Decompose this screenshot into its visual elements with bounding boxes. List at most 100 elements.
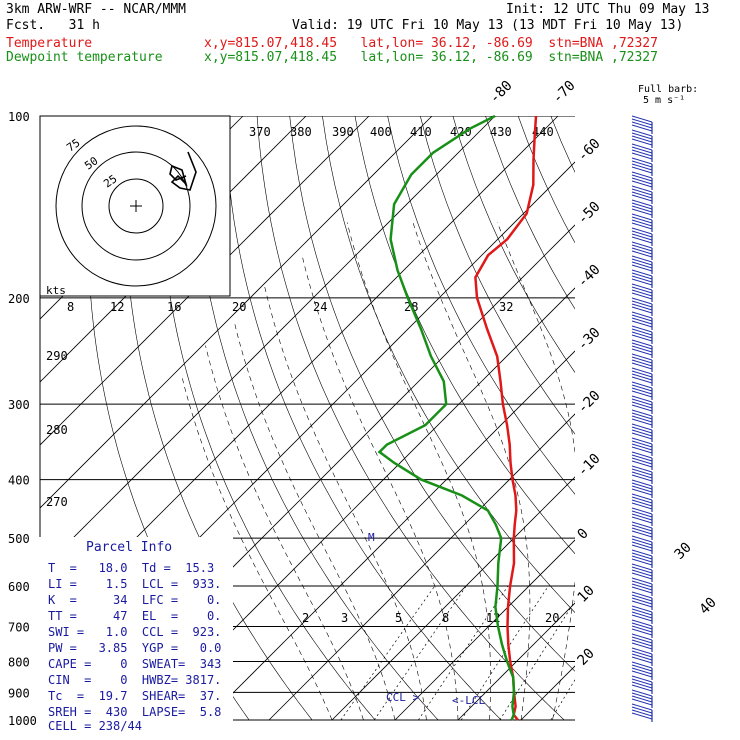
wind-barb-feather	[631, 667, 653, 675]
parcel-row: SREH = 430 LAPSE= 5.8	[48, 705, 222, 719]
wind-barb-feather	[631, 474, 653, 482]
isotherm-label: -20	[575, 388, 604, 417]
dry-adiabat	[714, 116, 740, 720]
wind-barb-feather	[631, 138, 653, 146]
wind-barb-feather	[631, 664, 653, 672]
theta-left-label: 280	[46, 423, 68, 437]
wind-barb-feather	[631, 342, 653, 350]
wind-barb-feather	[631, 149, 653, 157]
mixing-ratio-line	[550, 679, 575, 720]
wind-barb-feather	[631, 166, 653, 174]
isotherm-line	[40, 116, 433, 509]
wind-barb-feather	[631, 625, 653, 633]
dry-adiabat	[485, 116, 575, 310]
wind-barb-feather	[631, 496, 653, 504]
isotherm-label: -70	[550, 78, 579, 107]
wind-barb-feather	[631, 633, 653, 641]
wind-barb-feather	[631, 538, 653, 546]
wind-barb-feather	[631, 569, 653, 577]
temperature-location: x,y=815.07,418.45 lat,lon= 36.12, -86.69…	[204, 36, 658, 51]
parcel-row: Tc = 19.7 SHEAR= 37.	[48, 689, 222, 703]
wind-barb-feather	[631, 325, 653, 333]
mixing-ratio-line	[340, 585, 436, 720]
isotherm-line	[142, 287, 575, 720]
wind-barb-feather	[631, 395, 653, 403]
isotherm-line	[40, 116, 370, 446]
parcel-row: CIN = 0 HWBZ= 3817.	[48, 673, 222, 687]
wind-barb-feather	[631, 208, 653, 216]
wind-barb-feather	[631, 709, 653, 717]
wind-barb-feather	[631, 390, 653, 398]
isotherm-label: -40	[575, 262, 604, 291]
theta-label: 400	[370, 125, 392, 139]
wind-barb-feather	[631, 468, 653, 476]
theta-label: 410	[410, 125, 432, 139]
pressure-tick-label: 1000	[8, 714, 37, 728]
wind-barb-feather	[631, 597, 653, 605]
wind-barb-feather	[631, 513, 653, 521]
isotherm-label: -50	[575, 199, 604, 228]
wind-barb-feather	[631, 297, 653, 305]
wind-barb-feather	[631, 493, 653, 501]
wind-barb-feather	[631, 199, 653, 207]
dry-adiabat	[420, 116, 575, 435]
isotherm-label: -80	[487, 78, 516, 107]
wind-barb-feather	[631, 233, 653, 241]
wind-barb-feather	[631, 171, 653, 179]
isotherm-label: 10	[575, 583, 598, 606]
wind-barb-feather	[631, 258, 653, 266]
pressure-tick-label: 300	[8, 398, 30, 412]
wind-barb-feather	[631, 712, 653, 720]
theta-label: 420	[450, 125, 472, 139]
wind-barb-feather	[631, 157, 653, 165]
barb-legend-units: 5 m s⁻¹	[643, 95, 685, 106]
wind-barb-feather	[631, 586, 653, 594]
wind-barb-feather	[631, 317, 653, 325]
wind-barb-feather	[631, 524, 653, 532]
moist-adiabat	[412, 222, 531, 720]
wind-barb-feather	[631, 135, 653, 143]
wind-barb-feather	[631, 485, 653, 493]
wind-barb-feather	[631, 639, 653, 647]
theta-label: 380	[290, 125, 312, 139]
moist-adiabat	[205, 345, 364, 720]
forecast-hour: Fcst. 31 h	[6, 18, 100, 33]
wind-barb-feather	[631, 292, 653, 300]
wind-barb-feather	[631, 678, 653, 686]
wind-barb-feather	[631, 577, 653, 585]
wind-barb-feather	[631, 703, 653, 711]
isotherm-line	[520, 665, 575, 720]
parcel-info-title: Parcel Info	[86, 540, 173, 555]
ccl-marker: CCL >	[386, 691, 419, 704]
wind-barb-feather	[631, 269, 653, 277]
wind-barb-feather	[631, 454, 653, 462]
wind-barb-feather	[631, 437, 653, 445]
wind-barb-feather	[631, 163, 653, 171]
wind-barb-feather	[631, 530, 653, 538]
wind-speed-tick: 20	[232, 300, 246, 314]
dewpoint-profile	[377, 114, 516, 721]
isotherm-label: -30	[575, 325, 604, 354]
wind-barb-feather	[631, 384, 653, 392]
pressure-tick-label: 500	[8, 532, 30, 546]
wind-barb-feather	[631, 681, 653, 689]
wind-barb-feather	[631, 115, 653, 123]
wind-barb-feather	[631, 311, 653, 319]
wind-barb-feather	[631, 614, 653, 622]
wind-barb-feather	[631, 583, 653, 591]
isotherm-line	[394, 539, 575, 720]
wind-barb-feather	[631, 619, 653, 627]
dry-adiabat	[289, 116, 575, 672]
wind-barb-feather	[631, 502, 653, 510]
wind-barb-feather	[631, 600, 653, 608]
wind-barb-feather	[631, 191, 653, 199]
wind-speed-tick: 32	[499, 300, 513, 314]
wind-barb-feather	[631, 289, 653, 297]
wind-barb-feather	[631, 367, 653, 375]
wind-barb-feather	[631, 320, 653, 328]
wind-barb-feather	[631, 636, 653, 644]
isotherm-line	[331, 476, 575, 720]
mixing-ratio-label: 8	[442, 611, 449, 625]
dry-adiabat	[191, 116, 439, 720]
wind-barb-feather	[631, 146, 653, 154]
